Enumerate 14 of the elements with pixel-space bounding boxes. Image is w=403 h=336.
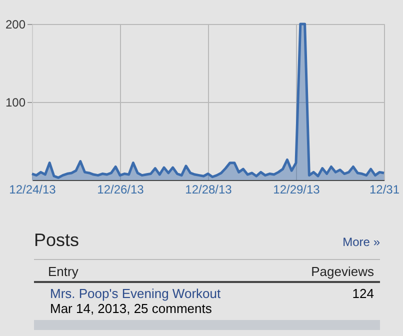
- text: Mrs. Poop's Evening Workout: [50, 286, 221, 301]
- x-tick-label: 12/28/13: [185, 182, 232, 196]
- x-tick-label: 12/26/13: [97, 182, 144, 196]
- x-tick-label: 12/24/13: [9, 182, 56, 196]
- text: Posts: [34, 230, 80, 251]
- y-tick-label: 200: [5, 18, 26, 32]
- text: More »: [342, 235, 380, 249]
- text: Pageviews: [311, 264, 374, 279]
- x-tick-label: 12/31: [369, 182, 400, 196]
- x-tick-label: 12/29/13: [273, 182, 320, 196]
- text: 124: [352, 286, 374, 303]
- text: Entry: [48, 264, 78, 279]
- text: Mar 14, 2013, 25 comments: [50, 301, 213, 316]
- y-tick-label: 100: [5, 96, 26, 110]
